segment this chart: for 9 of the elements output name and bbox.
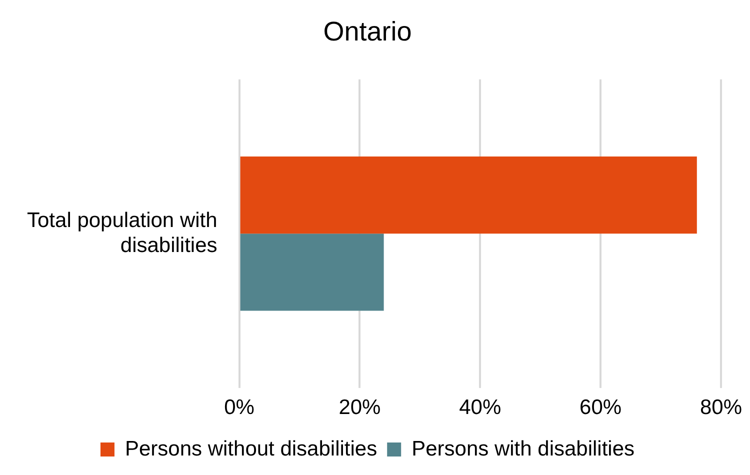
x-tick-label: 60%	[580, 396, 622, 420]
y-tick-label: Total population with disabilities	[26, 208, 218, 257]
legend-label: Persons without disabilities	[124, 437, 378, 460]
x-tick-label: 80%	[700, 396, 742, 420]
legend-label: Persons with disabilities	[412, 437, 635, 460]
chart-title: Ontario	[323, 16, 412, 47]
x-tick-label: 20%	[338, 396, 381, 420]
x-tick-label: 40%	[459, 396, 502, 420]
x-tick-label: 0%	[224, 396, 254, 420]
